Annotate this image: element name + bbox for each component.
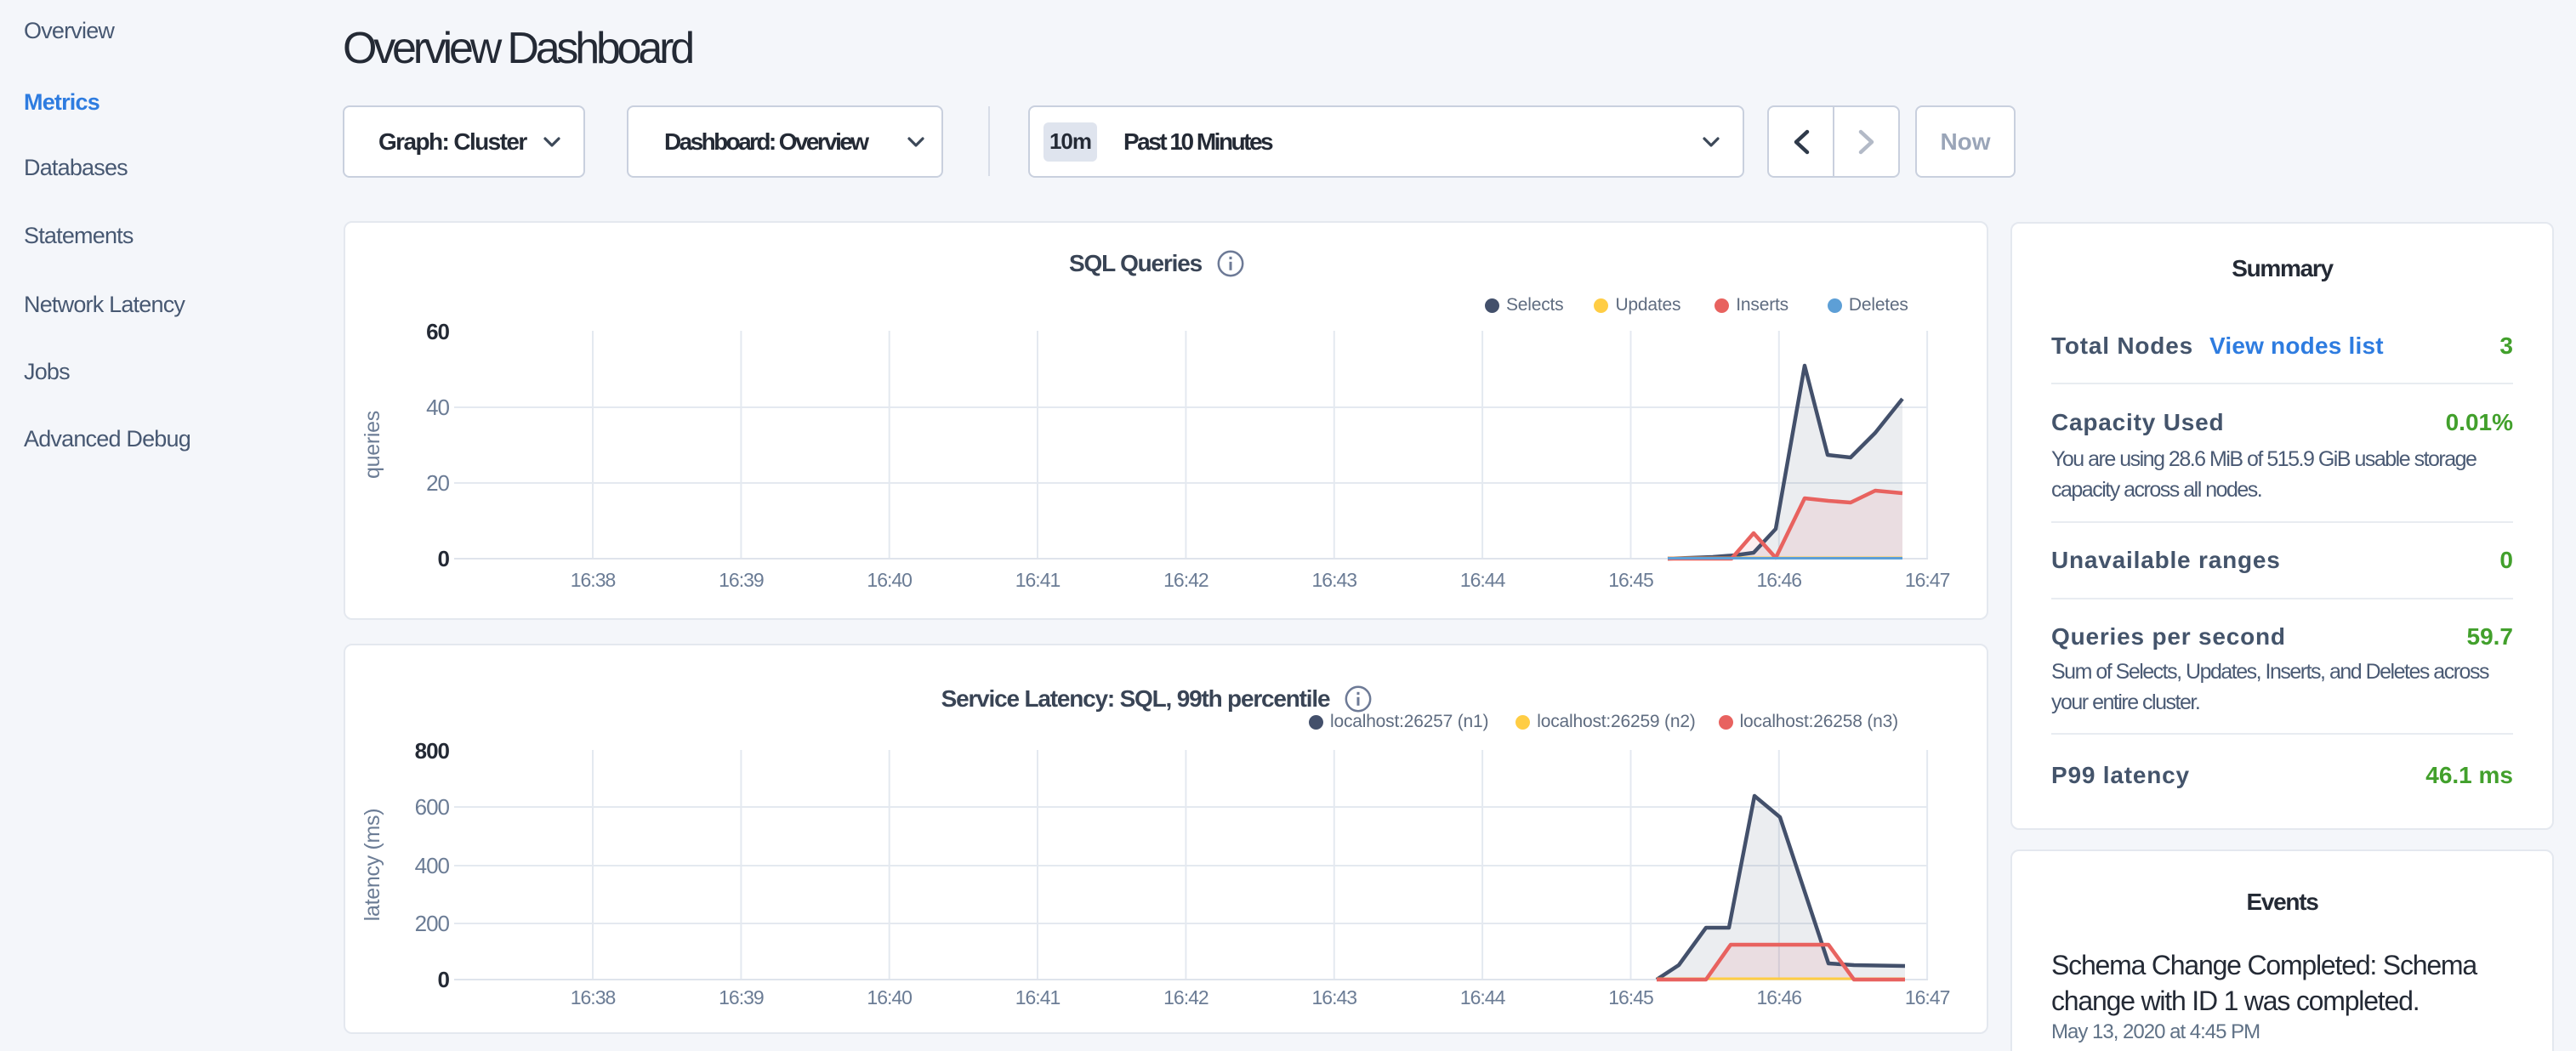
- svg-text:16:42: 16:42: [1163, 986, 1208, 1008]
- svg-text:16:41: 16:41: [1015, 569, 1061, 591]
- svg-text:40: 40: [426, 395, 449, 420]
- svg-text:0: 0: [438, 546, 450, 571]
- svg-text:16:39: 16:39: [719, 569, 764, 591]
- svg-text:16:40: 16:40: [867, 569, 912, 591]
- svg-text:latency (ms): latency (ms): [361, 809, 384, 922]
- svg-text:16:46: 16:46: [1757, 986, 1802, 1008]
- svg-text:16:44: 16:44: [1460, 986, 1506, 1008]
- svg-text:16:40: 16:40: [867, 986, 912, 1008]
- svg-text:16:46: 16:46: [1757, 569, 1802, 591]
- svg-text:16:45: 16:45: [1608, 569, 1653, 591]
- svg-text:16:38: 16:38: [571, 986, 616, 1008]
- svg-text:16:45: 16:45: [1608, 986, 1653, 1008]
- svg-text:16:43: 16:43: [1312, 569, 1357, 591]
- svg-text:16:39: 16:39: [719, 986, 764, 1008]
- svg-text:20: 20: [426, 470, 449, 496]
- svg-text:16:38: 16:38: [571, 569, 616, 591]
- svg-text:60: 60: [426, 319, 449, 344]
- svg-text:16:42: 16:42: [1163, 569, 1208, 591]
- svg-text:16:44: 16:44: [1460, 569, 1506, 591]
- svg-text:16:47: 16:47: [1905, 986, 1950, 1008]
- svg-text:16:43: 16:43: [1312, 986, 1357, 1008]
- svg-text:0: 0: [438, 967, 450, 992]
- svg-text:16:41: 16:41: [1015, 986, 1061, 1008]
- svg-text:queries: queries: [361, 411, 384, 479]
- svg-text:800: 800: [415, 738, 450, 764]
- svg-text:200: 200: [415, 911, 450, 936]
- svg-text:16:47: 16:47: [1905, 569, 1950, 591]
- svg-text:400: 400: [415, 853, 450, 878]
- svg-text:600: 600: [415, 794, 450, 820]
